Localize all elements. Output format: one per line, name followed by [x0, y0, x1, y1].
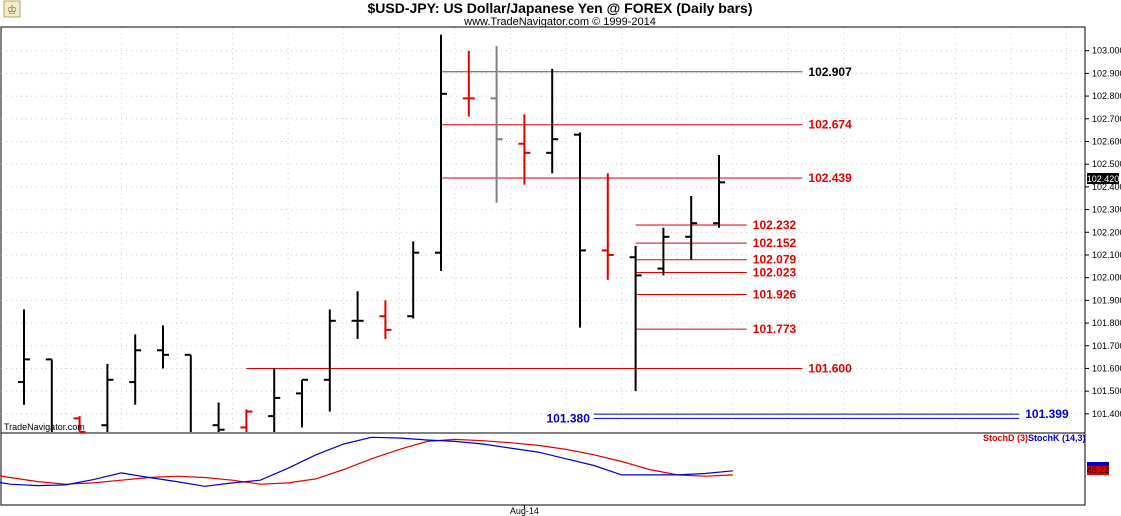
y-tick-label: 101.600: [1092, 363, 1121, 373]
last-price-label: 102.420: [1087, 174, 1120, 184]
y-tick-label: 102.800: [1092, 91, 1121, 101]
y-tick-label: 102.900: [1092, 68, 1121, 78]
level-lines: [246, 71, 1020, 419]
trade-navigator-logo: ♔: [3, 0, 21, 18]
level-label: 102.907: [808, 65, 852, 79]
ohlc-bar: [379, 300, 392, 339]
ohlc-bar: [351, 291, 364, 339]
level-label: 101.380: [547, 411, 591, 425]
ohlc-bar: [685, 195, 698, 260]
y-tick-label: 102.500: [1092, 159, 1121, 169]
y-tick-label: 102.600: [1092, 136, 1121, 146]
level-label: 102.674: [808, 118, 852, 132]
svg-text:♔: ♔: [7, 3, 18, 17]
stoch-d-line: [0, 438, 733, 485]
ohlc-bar: [407, 241, 420, 319]
y-tick-label: 101.800: [1092, 318, 1121, 328]
ohlc-bar: [101, 363, 114, 432]
level-label: 102.232: [753, 218, 797, 232]
ohlc-bar: [518, 114, 531, 185]
y-tick-label: 101.700: [1092, 341, 1121, 351]
stochastic-indicator: StochD (3) StochK (14,3) 48.22: [0, 433, 1110, 487]
ohlc-bar: [73, 416, 86, 433]
ohlc-bar: [129, 334, 142, 405]
ohlc-bar: [657, 227, 670, 276]
gridlines: [1, 28, 1085, 432]
watermark: TradeNavigator.com: [4, 422, 85, 432]
ohlc-bar: [184, 353, 192, 432]
indicator-legend-item: StochD (3): [983, 433, 1028, 443]
stoch-d-marker: [1087, 466, 1109, 475]
level-label: 102.439: [808, 171, 852, 185]
y-tick-label: 103.000: [1092, 46, 1121, 56]
level-label: 102.023: [753, 265, 797, 279]
ohlc-bar: [546, 68, 559, 174]
y-tick-label: 102.300: [1092, 205, 1121, 215]
y-tick-label: 102.100: [1092, 250, 1121, 260]
y-axis: 101.400 101.500 101.600 101.700 101.800 101.9…: [1085, 46, 1121, 419]
level-label: 101.926: [753, 287, 797, 301]
ohlc-bar: [462, 50, 475, 117]
ohlc-bar: [296, 378, 308, 428]
ohlc-bar: [18, 309, 30, 405]
ohlc-bar: [323, 309, 336, 412]
level-label: 101.399: [1025, 407, 1069, 421]
ohlc-bar: [157, 325, 169, 369]
y-tick-label: 102.700: [1092, 114, 1121, 124]
price-bars: [18, 34, 725, 433]
ohlc-bar: [435, 34, 447, 271]
stoch-k-marker: [1087, 462, 1109, 466]
level-labels: 102.907 102.674 102.439 102.232 102.152 102.0…: [547, 65, 1069, 426]
indicator-legend-item: StochK (14,3): [1028, 433, 1086, 443]
ohlc-bar: [212, 402, 225, 432]
ohlc-bar: [574, 132, 586, 328]
x-tick-label: Aug-14: [510, 506, 539, 516]
x-axis: Aug-14: [510, 505, 539, 516]
y-tick-label: 101.900: [1092, 295, 1121, 305]
last-price-marker: 102.420: [1087, 173, 1120, 184]
level-label: 101.600: [808, 361, 852, 375]
ohlc-bar: [240, 409, 253, 432]
ohlc-bar: [268, 368, 281, 432]
stoch-value-label: 48.22: [1087, 465, 1110, 475]
chart-subtitle: www.TradeNavigator.com © 1999-2014: [463, 16, 656, 28]
y-tick-label: 101.400: [1092, 409, 1121, 419]
y-tick-label: 102.200: [1092, 227, 1121, 237]
ohlc-bar: [713, 155, 725, 228]
y-tick-label: 101.500: [1092, 386, 1121, 396]
level-label: 101.773: [753, 322, 797, 336]
level-label: 102.152: [753, 236, 797, 250]
ohlc-bar: [490, 46, 503, 203]
chart-title: $USD-JPY: US Dollar/Japanese Yen @ FOREX…: [367, 0, 752, 16]
y-tick-label: 102.000: [1092, 273, 1121, 283]
y-tick-label: 102.400: [1092, 182, 1121, 192]
ohlc-bar: [45, 358, 53, 432]
stoch-k-line: [0, 436, 733, 487]
level-label: 102.079: [753, 253, 797, 267]
ohlc-bar: [601, 173, 614, 280]
ohlc-bar: [629, 245, 642, 392]
